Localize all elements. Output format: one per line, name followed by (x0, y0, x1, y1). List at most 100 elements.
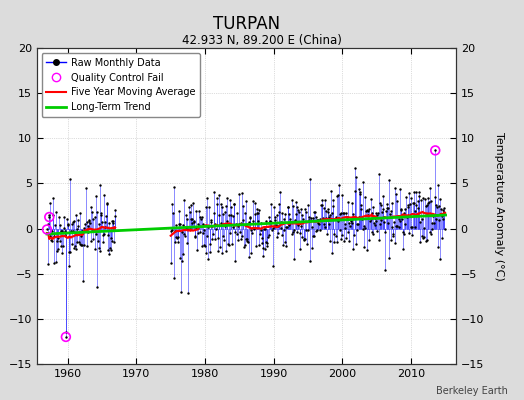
Title: TURPAN: TURPAN (213, 14, 280, 32)
Point (72, 246, 80, 252)
Point (392, 223, 401, 229)
Point (259, 245, 267, 251)
Point (245, 254, 253, 260)
Point (219, 211, 227, 217)
Point (220, 237, 228, 243)
Point (390, 240, 399, 246)
Point (419, 235, 427, 241)
Point (308, 223, 316, 230)
Point (95, 182, 104, 188)
Point (398, 228, 407, 235)
Point (82, 219, 91, 226)
Point (90, 228, 98, 234)
Point (353, 227, 361, 234)
Point (302, 209, 311, 215)
Point (425, 199, 433, 206)
Point (349, 246, 357, 252)
Point (366, 218, 374, 224)
Point (430, 212, 438, 218)
Point (292, 229, 301, 235)
Point (325, 214, 333, 221)
Point (308, 244, 316, 251)
Point (91, 214, 99, 220)
Point (87, 204, 95, 210)
Point (351, 165, 359, 172)
Point (437, 206, 445, 212)
Point (361, 194, 369, 200)
Point (311, 209, 319, 216)
Point (365, 206, 374, 212)
Point (384, 205, 392, 211)
Point (403, 214, 411, 220)
Point (433, 204, 441, 210)
Point (322, 214, 331, 221)
Point (51, 259, 60, 266)
Point (439, 207, 447, 213)
Point (198, 214, 206, 220)
Point (174, 238, 182, 245)
Point (274, 223, 282, 229)
Point (188, 216, 196, 222)
Point (290, 226, 299, 233)
Point (271, 214, 280, 220)
Point (235, 190, 244, 197)
Point (377, 202, 386, 208)
Point (203, 195, 212, 201)
Point (217, 204, 226, 210)
Point (205, 249, 214, 255)
Point (265, 214, 273, 220)
Point (185, 209, 194, 216)
Point (182, 212, 190, 218)
Point (391, 185, 399, 191)
Point (399, 246, 407, 252)
Point (304, 202, 312, 209)
Point (342, 210, 351, 216)
Point (420, 234, 428, 240)
Point (193, 247, 201, 253)
Point (343, 214, 351, 220)
Point (291, 216, 299, 223)
Point (194, 221, 202, 227)
Point (408, 232, 417, 238)
Point (352, 241, 360, 247)
Point (408, 224, 416, 230)
Point (215, 192, 224, 198)
Point (324, 206, 332, 212)
Point (86, 238, 95, 244)
Point (356, 190, 364, 197)
Point (230, 201, 238, 207)
Point (64, 249, 73, 255)
Point (263, 243, 271, 250)
Point (328, 210, 336, 216)
Point (336, 226, 344, 233)
Point (316, 202, 325, 208)
Point (255, 206, 263, 213)
Point (333, 239, 342, 245)
Point (348, 200, 356, 206)
Point (391, 223, 400, 230)
Point (274, 230, 282, 236)
Point (312, 213, 320, 220)
Point (192, 208, 201, 215)
Point (180, 230, 189, 237)
Point (440, 205, 449, 211)
Point (222, 203, 230, 210)
Point (297, 206, 305, 212)
Point (80, 224, 89, 231)
Point (205, 203, 213, 210)
Point (224, 212, 233, 218)
Text: 42.933 N, 89.200 E (China): 42.933 N, 89.200 E (China) (182, 34, 342, 47)
Point (246, 214, 255, 220)
Point (70, 218, 78, 224)
Point (61, 232, 69, 239)
Point (92, 231, 100, 237)
Point (376, 221, 385, 228)
Point (434, 244, 442, 250)
Point (306, 176, 314, 182)
Point (374, 170, 383, 177)
Point (338, 232, 346, 238)
Point (414, 188, 423, 195)
Point (385, 255, 394, 261)
Point (298, 234, 307, 240)
Point (64, 222, 72, 229)
